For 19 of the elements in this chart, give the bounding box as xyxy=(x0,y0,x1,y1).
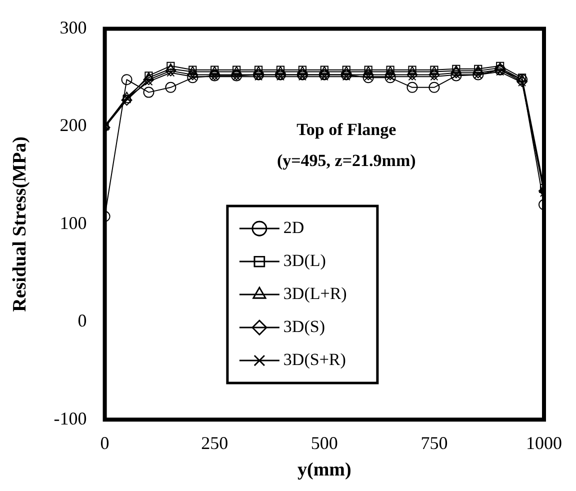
legend-label: 3D(L) xyxy=(283,251,326,270)
legend-label: 3D(L+R) xyxy=(283,284,347,304)
x-tick-label: 1000 xyxy=(526,433,562,454)
y-tick-label: -100 xyxy=(54,408,87,428)
x-tick-label: 250 xyxy=(201,433,228,454)
x-tick-label: 750 xyxy=(420,433,448,454)
y-tick-label: 200 xyxy=(60,115,87,136)
y-tick-label: 100 xyxy=(60,212,87,233)
text: Top of Flange xyxy=(296,120,397,139)
x-axis-title: y(mm) xyxy=(297,460,352,481)
legend-label: 2D xyxy=(283,218,304,238)
y-tick-label: 300 xyxy=(60,18,87,38)
x-tick-label: 500 xyxy=(310,433,338,454)
y-axis-title: Residual Stress(MPa) xyxy=(9,136,30,312)
y-tick-label: 0 xyxy=(78,310,87,331)
legend-label: 3D(S) xyxy=(283,317,325,336)
x-tick-label: 0 xyxy=(100,433,110,454)
legend-label: 3D(S+R) xyxy=(283,350,346,370)
text: (y=495, z=21.9mm) xyxy=(276,151,416,170)
